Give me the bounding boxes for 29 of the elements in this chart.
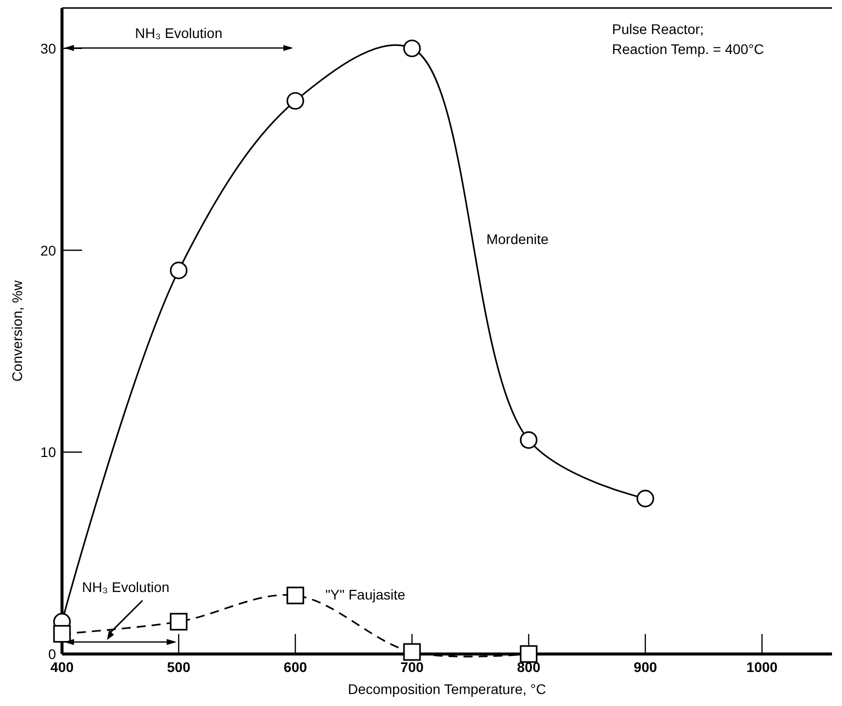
x-tick-label: 900 <box>634 659 658 675</box>
annotation: Reaction Temp. = 400°C <box>612 41 764 57</box>
x-tick-label: 600 <box>284 659 308 675</box>
point <box>403 643 421 661</box>
x-tick-label: 400 <box>50 659 74 675</box>
point <box>53 625 71 643</box>
y-tick-label: 30 <box>40 40 56 56</box>
x-tick-label: 700 <box>400 659 424 675</box>
point <box>636 490 654 508</box>
x-axis-title: Decomposition Temperature, °C <box>348 681 546 697</box>
y-axis-title: Conversion, %w <box>9 280 25 382</box>
y-tick-label: 20 <box>40 242 56 258</box>
series-label: Mordenite <box>486 231 549 248</box>
point <box>286 92 304 110</box>
y-tick-label: 10 <box>40 444 56 460</box>
y-tick-label: 0 <box>48 646 56 662</box>
x-tick-label: 1000 <box>746 659 778 675</box>
x-tick-label: 800 <box>516 659 541 675</box>
series-label: "Y" Faujasite <box>325 586 406 602</box>
annotation: Pulse Reactor; <box>612 21 704 37</box>
annotation: NH₃ Evolution <box>134 25 222 41</box>
point <box>403 40 421 58</box>
point <box>286 586 304 604</box>
annotation: NH₃ Evolution <box>82 579 170 595</box>
point <box>170 612 188 630</box>
point <box>520 645 538 663</box>
point <box>520 431 538 449</box>
point <box>170 262 188 280</box>
x-tick-label: 500 <box>166 659 191 675</box>
